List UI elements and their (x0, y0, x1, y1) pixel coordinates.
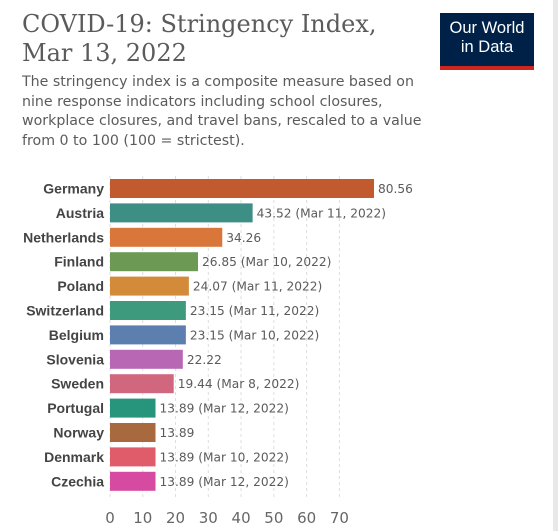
owid-logo[interactable]: Our World in Data (440, 13, 534, 70)
bar (110, 179, 374, 198)
value-label: 23.15 (Mar 11, 2022) (190, 304, 319, 318)
page-edge (553, 0, 558, 531)
category-label: Netherlands (23, 229, 104, 245)
bar (110, 301, 186, 320)
value-label: 80.56 (378, 182, 413, 196)
value-label: 22.22 (187, 353, 222, 367)
x-tick-label: 30 (199, 509, 218, 527)
category-label: Switzerland (26, 303, 104, 319)
bar (110, 349, 183, 369)
category-label: Germany (43, 181, 104, 197)
value-label: 43.52 (Mar 11, 2022) (257, 206, 386, 220)
category-label: Norway (53, 425, 104, 441)
bar (110, 325, 186, 345)
category-label: Austria (56, 205, 104, 221)
bar (110, 471, 156, 491)
x-tick-label: 20 (166, 509, 185, 527)
category-label: Portugal (47, 400, 104, 416)
chart-title: COVID-19: Stringency Index, Mar 13, 2022 (22, 10, 377, 67)
bar (110, 227, 223, 247)
value-label: 26.85 (Mar 10, 2022) (202, 255, 331, 269)
x-tick-label: 50 (264, 509, 283, 527)
bar (110, 276, 189, 296)
value-label: 23.15 (Mar 10, 2022) (190, 328, 319, 342)
x-tick-label: 60 (297, 509, 316, 527)
value-label: 13.89 (Mar 10, 2022) (160, 450, 289, 464)
chart-subtitle: The stringency index is a composite meas… (22, 74, 422, 149)
bar (110, 447, 156, 467)
value-label: 24.07 (Mar 11, 2022) (193, 280, 322, 294)
value-label: 13.89 (Mar 12, 2022) (160, 475, 289, 489)
category-label: Slovenia (46, 351, 104, 367)
bar (110, 252, 198, 272)
category-label: Belgium (49, 327, 104, 343)
x-tick-label: 70 (330, 509, 349, 527)
logo-line-2: in Data (460, 38, 514, 56)
value-label: 34.26 (226, 231, 261, 245)
value-label: 13.89 (Mar 12, 2022) (160, 402, 289, 416)
x-tick-label: 10 (133, 509, 152, 527)
bar (110, 398, 156, 418)
bar (110, 203, 253, 223)
value-label: 13.89 (160, 426, 195, 440)
category-label: Sweden (51, 376, 104, 392)
x-tick-label: 40 (232, 509, 251, 527)
category-label: Finland (54, 254, 104, 270)
bar (110, 423, 156, 442)
category-label: Czechia (51, 473, 104, 489)
value-label: 19.44 (Mar 8, 2022) (178, 377, 300, 391)
logo-line-1: Our World (449, 19, 525, 37)
category-label: Poland (57, 278, 104, 294)
bar (110, 374, 174, 394)
category-label: Denmark (44, 449, 104, 465)
x-tick-label: 0 (105, 509, 115, 527)
